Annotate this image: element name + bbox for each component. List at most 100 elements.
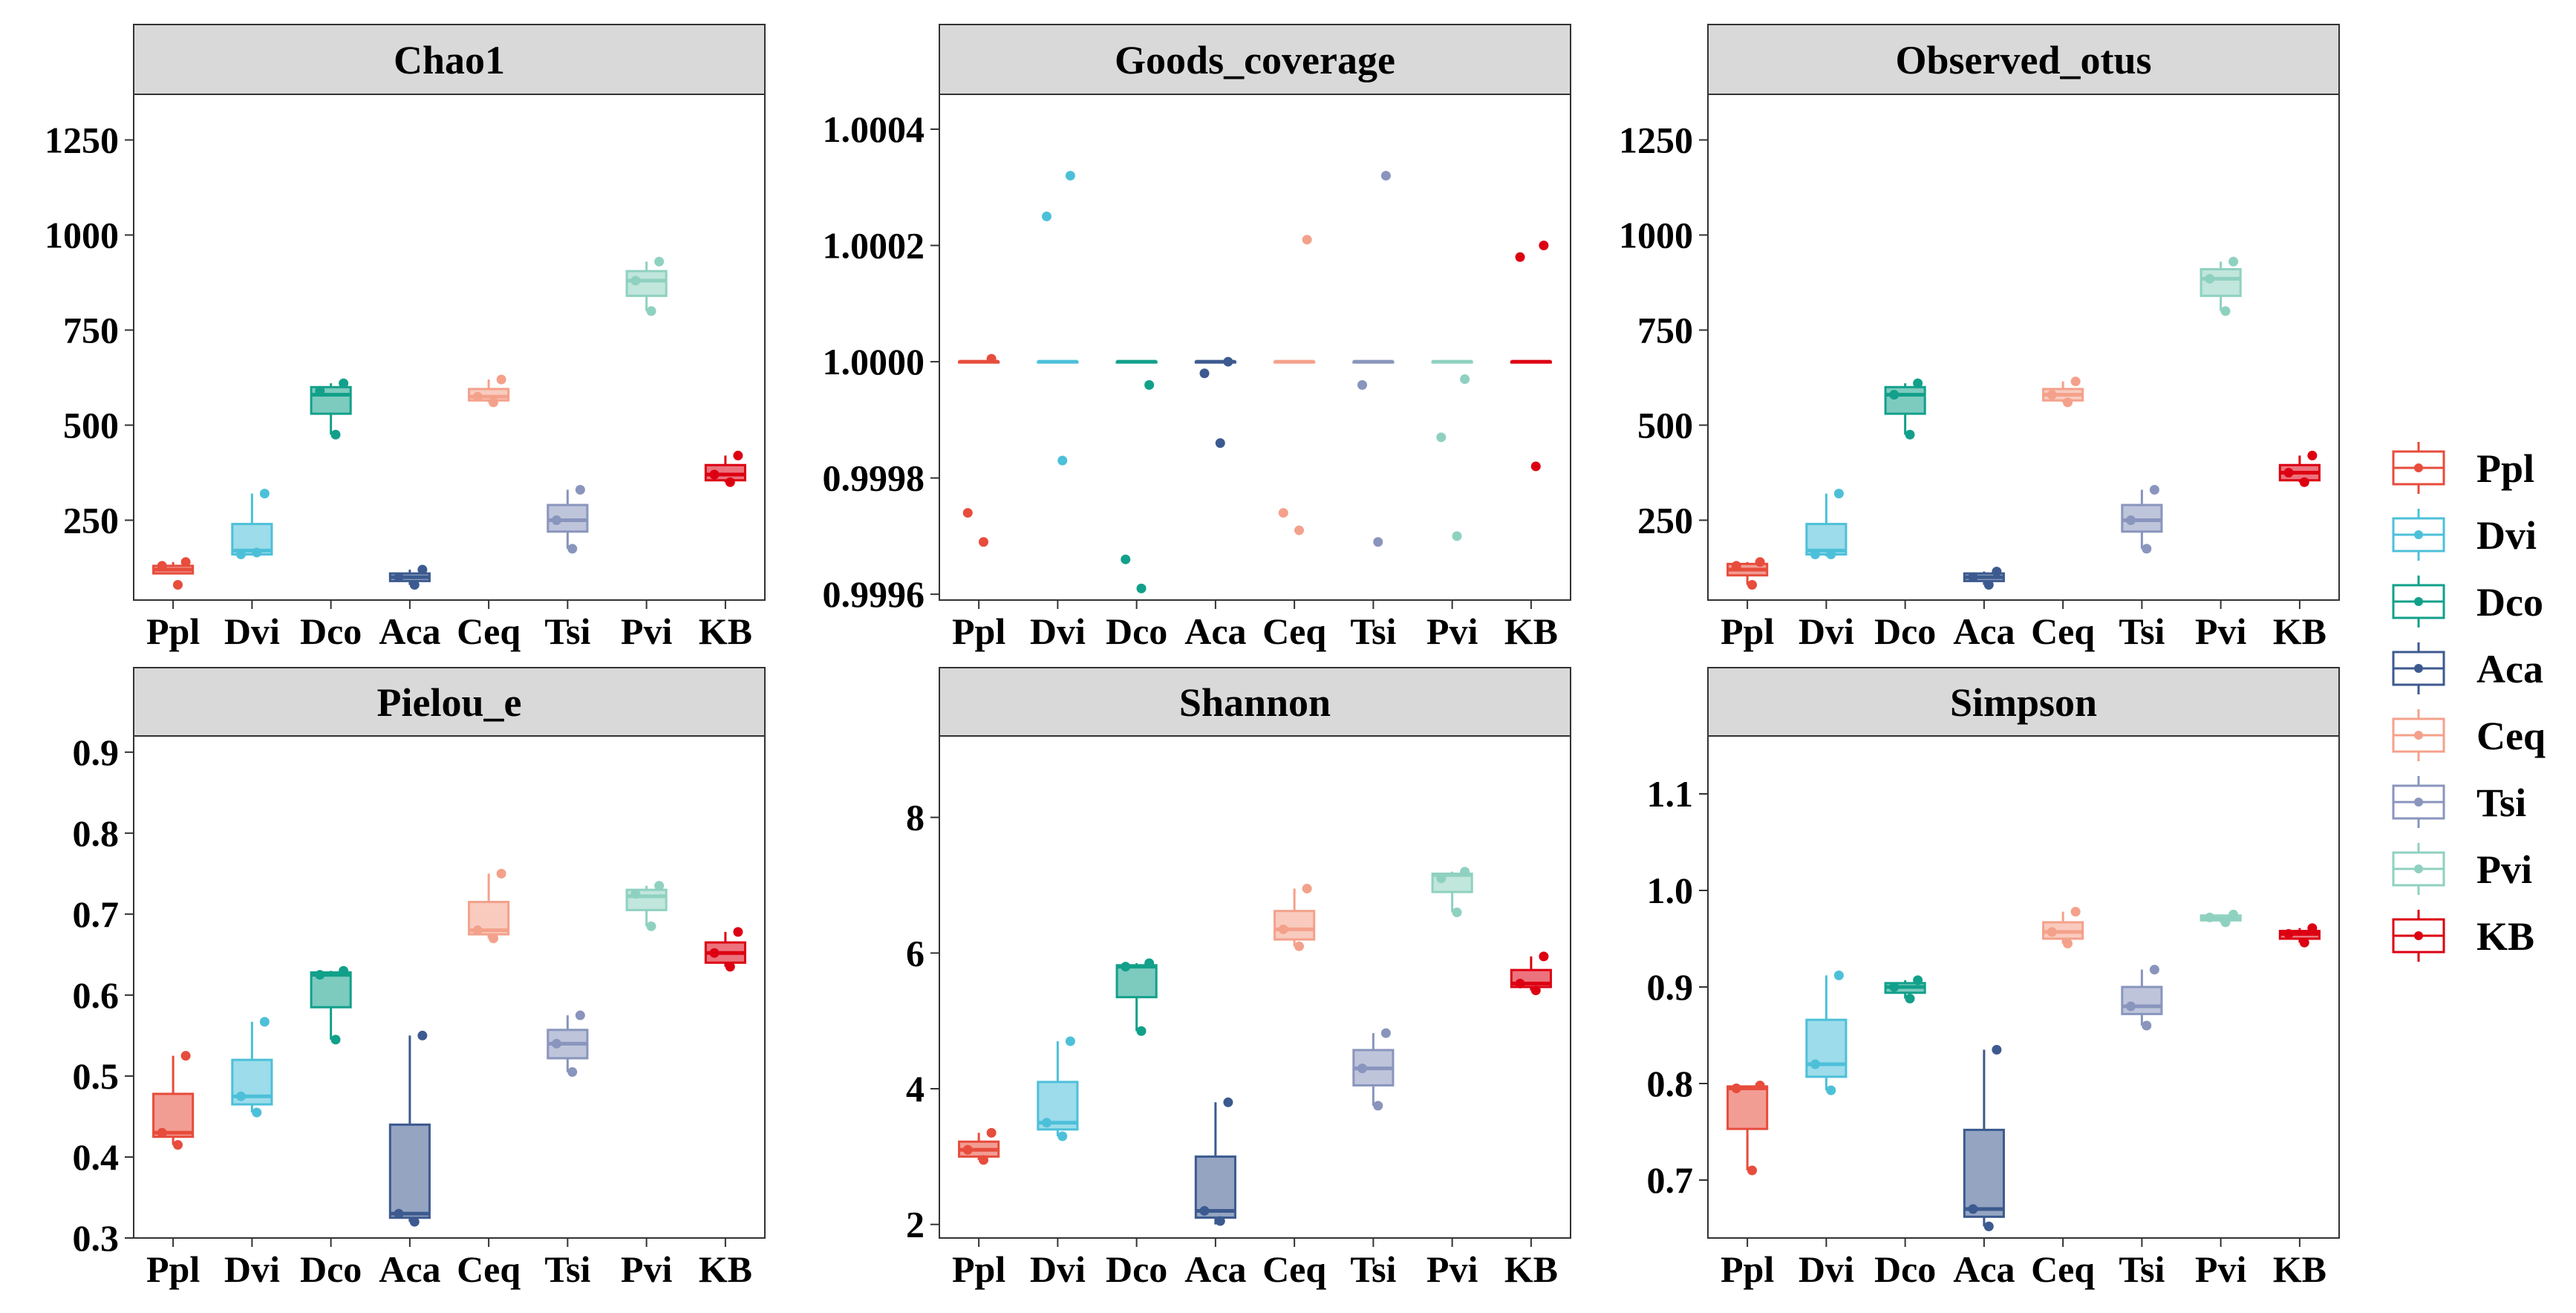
panel-goods-coverage: Goods_coverage 0.9996 0.9998 1.0000 1.0002 1.… — [823, 24, 1571, 652]
data-point — [654, 256, 665, 267]
data-point — [962, 1144, 973, 1155]
data-point — [733, 927, 743, 937]
data-point — [315, 385, 325, 396]
x-tick-label: Ceq — [457, 610, 521, 652]
box-ppl — [1726, 1081, 1769, 1176]
legend-label: Pvi — [2476, 847, 2532, 892]
x-tick-label: Dvi — [1799, 1248, 1854, 1290]
legend-key-point — [2414, 664, 2423, 673]
panel-strip — [1707, 667, 2340, 737]
legend-item-dvi: Dvi — [2392, 509, 2537, 561]
data-point — [394, 572, 404, 582]
x-tick-label: Aca — [1184, 610, 1246, 652]
data-point — [315, 970, 325, 980]
legend-key-point — [2414, 597, 2423, 606]
data-point — [733, 450, 743, 460]
box-body — [1726, 1085, 1769, 1130]
data-point — [1889, 982, 1900, 992]
legend-item-ceq: Ceq — [2392, 709, 2546, 761]
data-point — [496, 374, 506, 385]
box-tsi — [1352, 1028, 1395, 1111]
box-kb — [1510, 951, 1552, 996]
data-point — [1810, 550, 1820, 560]
data-point — [1992, 567, 2002, 577]
data-point — [979, 1155, 988, 1165]
data-point — [552, 1038, 561, 1049]
x-tick-label: Pvi — [621, 1248, 673, 1290]
data-point — [1460, 374, 1470, 385]
box-dco — [1884, 378, 1926, 440]
y-tick-label: 750 — [63, 309, 119, 351]
box-kb — [2278, 450, 2321, 487]
data-point — [173, 1140, 183, 1150]
y-tick-label: 4 — [906, 1068, 925, 1110]
data-point — [1530, 985, 1541, 996]
x-tick-label: Pvi — [1426, 610, 1478, 652]
y-tick-label: 250 — [63, 499, 119, 541]
data-point — [575, 1010, 585, 1020]
box-kb — [2278, 923, 2321, 948]
box-body — [1274, 910, 1316, 941]
data-point — [180, 557, 191, 567]
panel-simpson: Simpson 0.7 0.8 0.9 1.0 1.1 Ppl Dvi Dco Aca Ceq Tsi… — [1647, 667, 2340, 1290]
data-point — [1357, 1063, 1367, 1074]
data-point — [409, 1216, 420, 1227]
data-point — [339, 965, 349, 976]
data-point — [1826, 550, 1836, 560]
data-point — [1278, 924, 1288, 934]
data-point — [654, 881, 665, 891]
data-point — [1992, 1045, 2002, 1055]
x-tick-label: Tsi — [2119, 610, 2165, 652]
box-ceq — [468, 374, 510, 408]
x-tick-label: KB — [699, 610, 752, 652]
y-tick-label: 750 — [1637, 309, 1693, 351]
data-point — [646, 306, 656, 316]
panel-title: Pielou_e — [377, 680, 522, 725]
x-tick-label: Ppl — [1721, 1248, 1774, 1290]
y-tick-label: 1.0002 — [823, 225, 925, 267]
box-pvi — [1431, 867, 1473, 918]
legend-item-ppl: Ppl — [2392, 442, 2534, 494]
box-pvi — [2200, 256, 2242, 316]
x-tick-label: Dvi — [224, 1248, 280, 1290]
data-point — [2149, 485, 2159, 495]
panel-title: Simpson — [1950, 680, 2097, 725]
data-point — [962, 508, 973, 518]
y-tick-label: 0.9 — [73, 732, 120, 773]
y-tick-label: 1000 — [45, 214, 119, 255]
box-dco — [310, 378, 352, 440]
legend-item-aca: Aca — [2392, 642, 2543, 694]
box-ceq — [2042, 377, 2084, 408]
y-tick-label: 0.9998 — [823, 457, 925, 499]
legend-label: Dvi — [2476, 513, 2537, 558]
panel-shannon: Shannon 2 4 6 8 Ppl Dvi Dco Aca Ceq Tsi Pvi KB — [906, 667, 1571, 1290]
box-kb — [704, 450, 746, 487]
box-pvi — [625, 881, 668, 931]
box-tsi — [2121, 485, 2163, 554]
x-tick-label: Dco — [1106, 610, 1167, 652]
data-point — [1121, 554, 1131, 564]
box-dvi — [1037, 1036, 1079, 1141]
x-tick-label: Pvi — [621, 610, 673, 652]
y-tick-label: 1000 — [1619, 214, 1693, 255]
data-point — [2126, 515, 2136, 525]
box-ppl — [958, 1127, 1000, 1165]
x-tick-label: Dvi — [224, 610, 280, 652]
data-point — [630, 889, 641, 899]
legend-key-point — [2414, 463, 2423, 472]
data-point — [1373, 1101, 1383, 1111]
data-point — [1373, 537, 1383, 547]
data-point — [1755, 557, 1765, 567]
x-tick-label: KB — [2273, 1248, 2326, 1290]
data-point — [409, 580, 420, 590]
data-point — [1905, 994, 1915, 1004]
panel-chao1: Chao1 250 500 750 1000 1250 Ppl Dvi Dco Aca Ceq Tsi… — [45, 24, 766, 652]
box-aca — [1963, 1045, 2005, 1231]
panel-pielou-e: Pielou_e 0.3 0.4 0.5 0.6 0.7 0.8 0.9 Ppl Dvi Dco Ac… — [73, 667, 766, 1290]
data-point — [2070, 907, 2081, 917]
x-tick-label: Ppl — [952, 1248, 1005, 1290]
data-point — [1199, 368, 1210, 379]
data-point — [1144, 379, 1155, 390]
x-tick-label: Aca — [1953, 610, 2015, 652]
